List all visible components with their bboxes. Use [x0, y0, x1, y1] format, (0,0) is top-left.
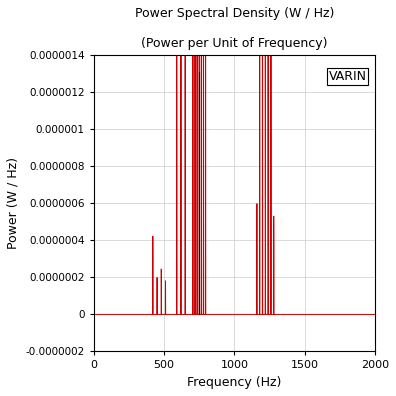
Text: VARIN: VARIN	[329, 70, 367, 83]
Title: Power Spectral Density (W / Hz)

(Power per Unit of Frequency): Power Spectral Density (W / Hz) (Power p…	[135, 7, 334, 50]
Y-axis label: Power (W / Hz): Power (W / Hz)	[7, 157, 20, 249]
X-axis label: Frequency (Hz): Frequency (Hz)	[187, 376, 282, 389]
